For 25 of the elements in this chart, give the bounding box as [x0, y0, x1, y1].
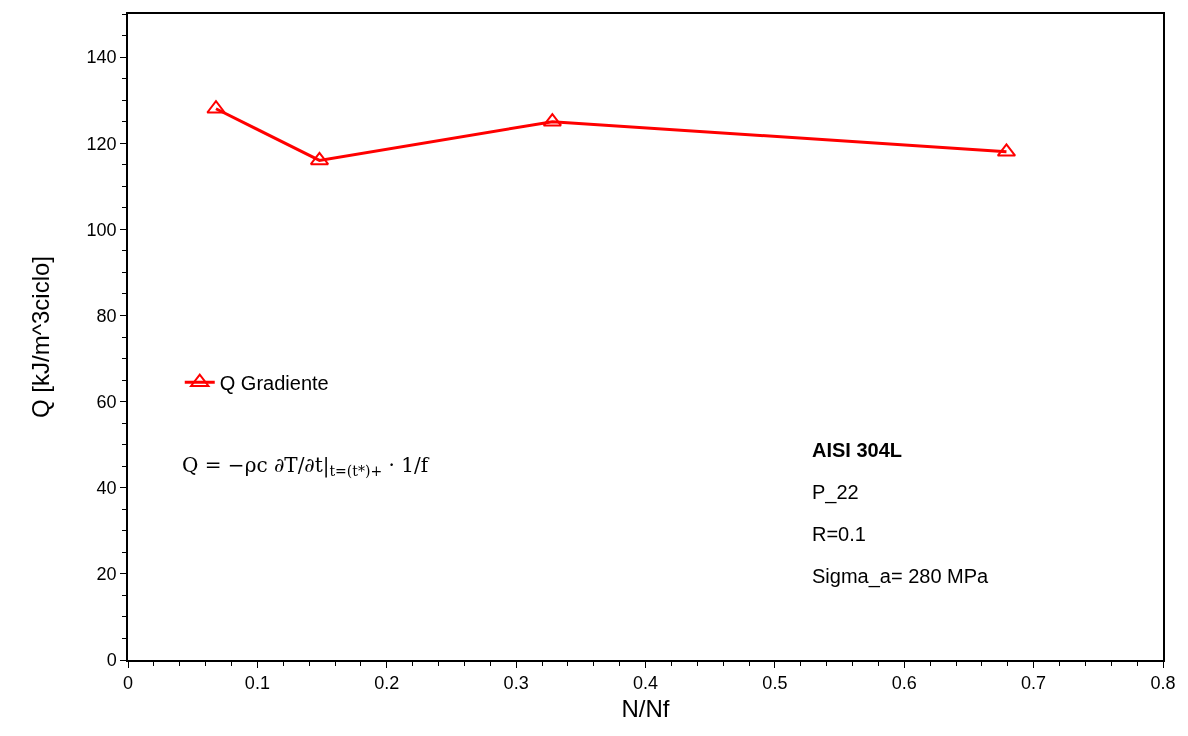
y-tick-label: 140: [86, 47, 117, 68]
annotation: R=0.1: [812, 523, 866, 545]
x-tick-label: 0.1: [244, 673, 270, 694]
y-tick-label: 120: [86, 133, 117, 154]
y-tick-label: 40: [96, 478, 117, 499]
y-tick-label: 80: [96, 305, 117, 326]
y-tick-label: 0: [106, 650, 117, 671]
x-axis-title: N/Nf: [621, 695, 670, 723]
legend-label: Q Gradiente: [219, 372, 329, 395]
annotation: Q = −ρc ∂T/∂t|$_{t=(t*)+}$ · 1/f: [182, 453, 430, 480]
y-tick-label: 20: [96, 564, 117, 585]
x-tick-label: 0.8: [1150, 673, 1176, 694]
x-tick-label: 0.4: [632, 673, 659, 694]
y-tick-label: 100: [86, 219, 117, 240]
y-axis-title: Q [kJ/m^3ciclo]: [27, 256, 55, 418]
annotation: Sigma_a= 280 MPa: [812, 565, 990, 588]
annotation: P_22: [812, 481, 859, 504]
x-tick-label: 0.6: [891, 673, 917, 694]
x-tick-label: 0.2: [374, 673, 400, 694]
x-tick-label: 0.3: [503, 673, 529, 694]
x-tick-label: 0.7: [1021, 673, 1047, 694]
y-tick-label: 60: [96, 391, 117, 412]
annotation: AISI 304L: [812, 439, 903, 461]
x-tick-label: 0.5: [762, 673, 788, 694]
x-tick-label: 0: [122, 673, 134, 694]
